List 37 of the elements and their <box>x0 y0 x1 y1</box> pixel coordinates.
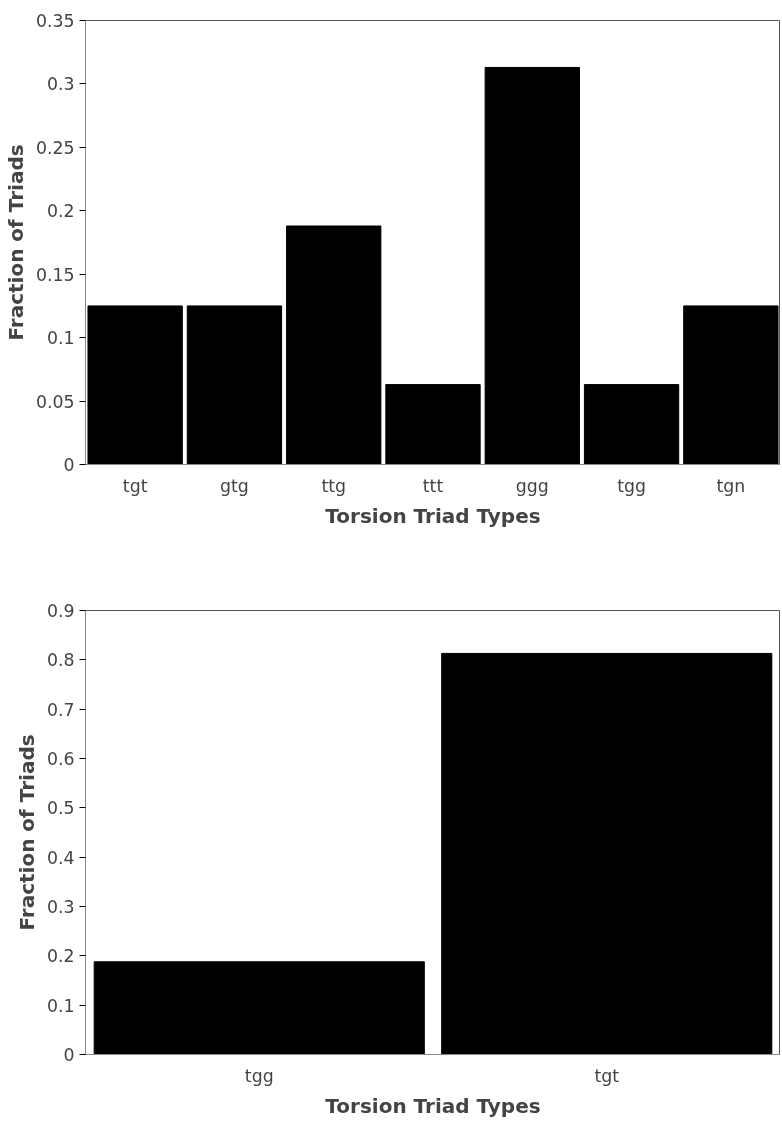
bar <box>683 305 779 465</box>
x-tick-label: tgg <box>244 1065 274 1086</box>
y-tick-label: 0.15 <box>35 264 75 285</box>
y-tick-label: 0.4 <box>46 847 75 868</box>
y-tick-label: 0.1 <box>46 328 75 349</box>
x-tick-label: tgt <box>594 1065 620 1086</box>
y-tick-label: 0.2 <box>46 946 75 967</box>
y-tick-label: 0.25 <box>35 137 75 158</box>
y-axis-title: Fraction of Triads <box>14 734 39 931</box>
y-tick-label: 0.2 <box>46 201 75 222</box>
x-tick-label: tgg <box>617 475 646 496</box>
x-tick-label: tgt <box>122 475 148 496</box>
y-tick-label: 0.3 <box>46 897 75 917</box>
y-tick-label: 0.7 <box>46 699 75 720</box>
x-tick-label: tgn <box>716 475 746 496</box>
x-tick-label: ttg <box>321 475 347 496</box>
y-tick-label: 0 <box>63 1045 75 1065</box>
x-tick-label: ggg <box>515 475 549 496</box>
bar <box>286 225 382 465</box>
y-axis-title: Fraction of Triads <box>3 144 28 341</box>
x-axis-title: Torsion Triad Types <box>325 1093 541 1118</box>
y-tick-label: 0.1 <box>46 995 75 1016</box>
y-tick-label: 0.35 <box>35 11 75 31</box>
x-axis-title: Torsion Triad Types <box>325 503 541 528</box>
y-tick-label: 0.6 <box>46 749 75 769</box>
y-tick-label: 0.8 <box>46 650 75 671</box>
bar <box>385 384 481 465</box>
bar <box>186 305 283 465</box>
y-tick-label: 0.3 <box>46 74 75 95</box>
y-tick-label: 0.05 <box>35 391 75 412</box>
y-tick-label: 0.9 <box>46 601 75 621</box>
bar <box>484 66 580 465</box>
bar <box>583 384 680 465</box>
y-tick-label: 0 <box>63 455 75 475</box>
x-tick-label: ttt <box>422 475 444 496</box>
x-tick-label: gtg <box>220 475 249 496</box>
y-tick-label: 0.5 <box>46 798 75 819</box>
